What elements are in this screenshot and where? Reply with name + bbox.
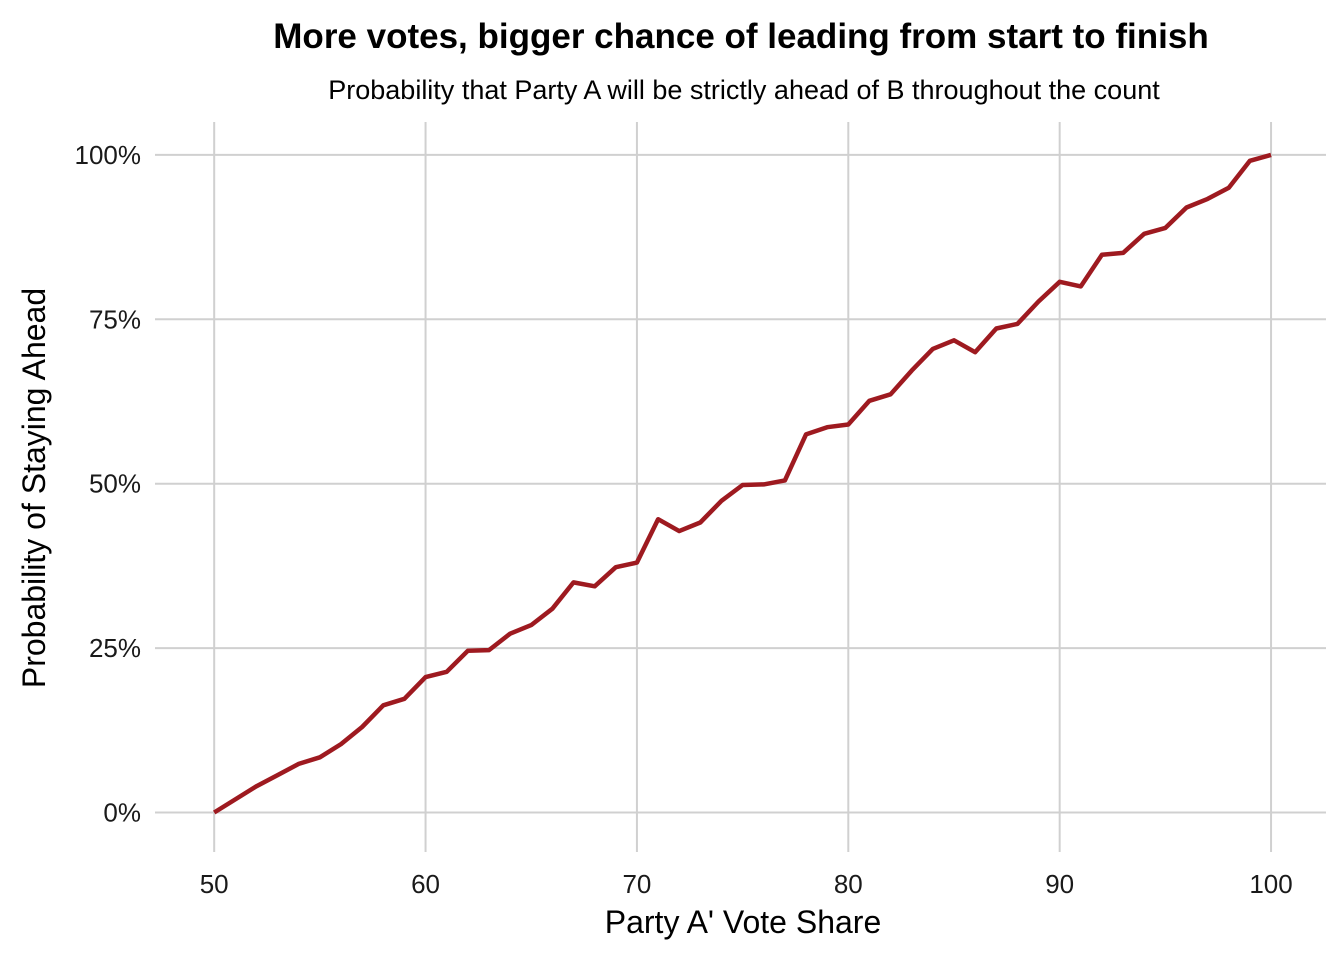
x-axis-ticks: 50 60 70 80 90 100 bbox=[200, 869, 1293, 899]
x-tick-label: 100 bbox=[1249, 869, 1292, 899]
y-tick-label: 50% bbox=[89, 469, 141, 499]
y-tick-label: 0% bbox=[103, 798, 141, 828]
x-tick-label: 60 bbox=[411, 869, 440, 899]
x-axis-label: Party A' Vote Share bbox=[605, 904, 882, 940]
x-tick-label: 50 bbox=[200, 869, 229, 899]
y-axis-label: Probability of Staying Ahead bbox=[16, 288, 52, 688]
x-tick-label: 90 bbox=[1045, 869, 1074, 899]
x-tick-label: 70 bbox=[622, 869, 651, 899]
probability-line bbox=[213, 152, 1272, 815]
vertical-gridlines bbox=[213, 122, 1273, 852]
chart-subtitle: Probability that Party A will be strictl… bbox=[328, 75, 1160, 105]
y-tick-label: 25% bbox=[89, 633, 141, 663]
chart-title: More votes, bigger chance of leading fro… bbox=[273, 17, 1208, 56]
x-tick-label: 80 bbox=[834, 869, 863, 899]
y-tick-label: 100% bbox=[75, 140, 142, 170]
y-tick-label: 75% bbox=[89, 304, 141, 334]
horizontal-gridlines bbox=[155, 153, 1326, 814]
y-axis-ticks: 0% 25% 50% 75% 100% bbox=[75, 140, 142, 828]
